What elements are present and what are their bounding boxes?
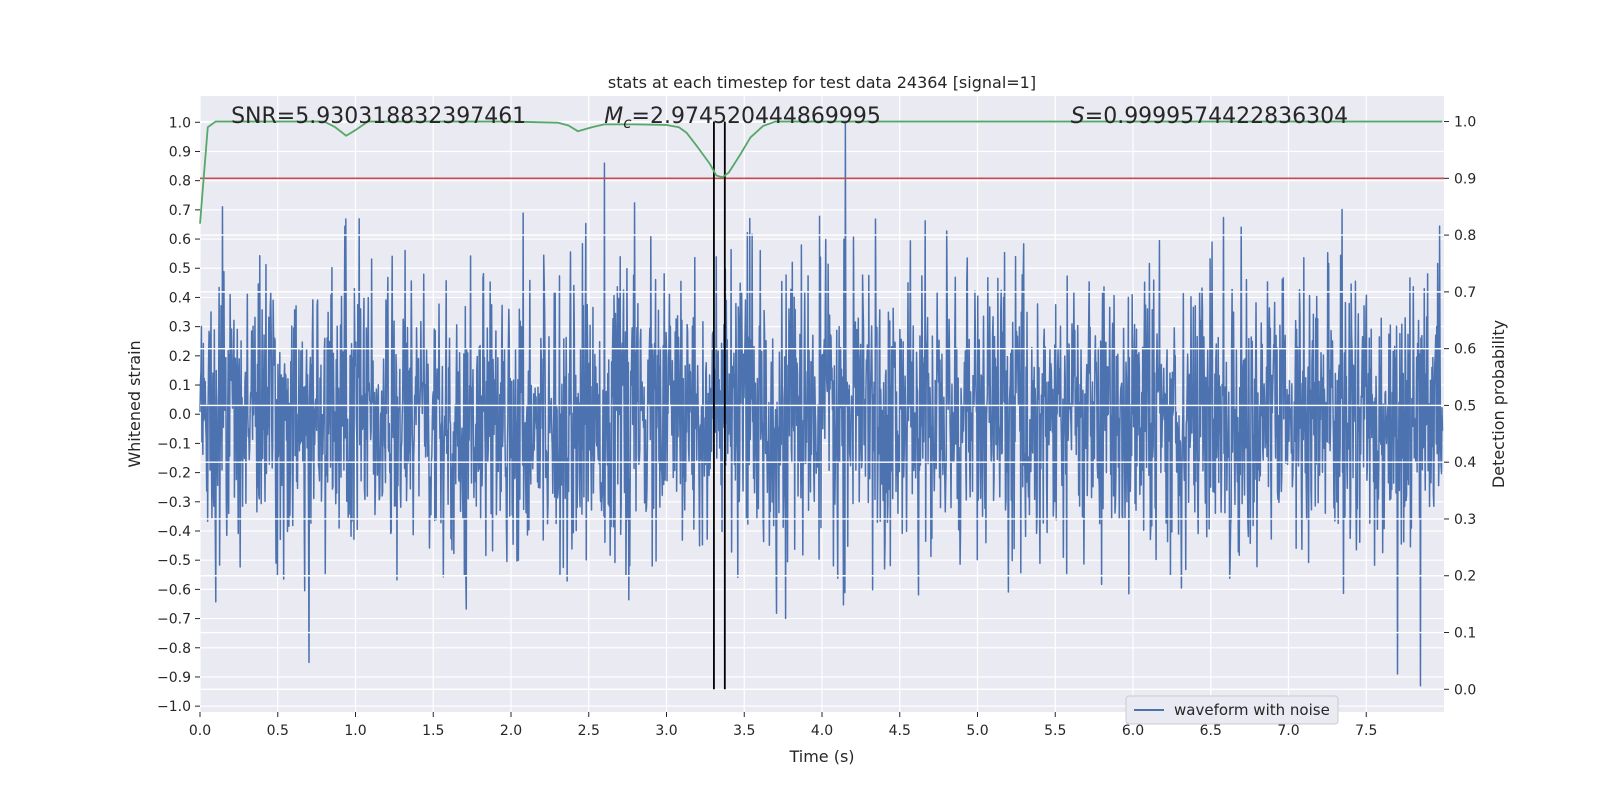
chirp-mass-annotation: Mc=2.974520444869995 <box>604 104 881 132</box>
y-tick-label-right: 0.1 <box>1454 626 1476 642</box>
y-tick-label-right: 0.5 <box>1454 398 1476 414</box>
y-tick-label-right: 0.2 <box>1454 569 1476 585</box>
y-tick-label-left: 0.1 <box>169 378 191 394</box>
y-tick-label-left: −0.7 <box>157 612 191 628</box>
waveform-series <box>199 121 1444 687</box>
y-tick-label-left: −0.4 <box>157 524 191 540</box>
right-axis-label: Detection probability <box>1489 320 1508 488</box>
y-tick-label-left: 0.7 <box>169 203 191 219</box>
y-tick-label-left: 0.8 <box>169 174 191 190</box>
y-tick-label-left: 0.3 <box>169 320 191 336</box>
score-symbol: S <box>1071 104 1085 129</box>
y-tick-label-right: 0.7 <box>1454 285 1476 301</box>
y-tick-label-right: 0.0 <box>1454 682 1476 698</box>
legend-box <box>1125 695 1339 725</box>
x-tick-label: 5.0 <box>966 723 988 739</box>
x-tick-label: 7.5 <box>1355 723 1377 739</box>
x-tick-label: 3.0 <box>655 723 677 739</box>
y-tick-label-left: 0.2 <box>169 349 191 365</box>
y-tick-label-right: 1.0 <box>1454 115 1476 131</box>
legend: waveform with noise <box>1125 695 1339 725</box>
x-tick-label: 6.5 <box>1200 723 1222 739</box>
y-tick-label-left: −0.1 <box>157 436 191 452</box>
y-tick-label-left: −0.2 <box>157 466 191 482</box>
y-tick-label-right: 0.9 <box>1454 171 1476 187</box>
y-tick-label-left: −0.3 <box>157 495 191 511</box>
chart-title: stats at each timestep for test data 243… <box>608 73 1036 92</box>
y-tick-label-left: 0.0 <box>169 407 191 423</box>
x-axis-ticks: 0.0 0.5 1.0 1.5 2.0 2.5 3.0 3.5 4.0 4.5 5.0 5.5 6.0 6… <box>189 712 1377 739</box>
x-tick-label: 2.0 <box>500 723 522 739</box>
x-tick-label: 0.5 <box>267 723 289 739</box>
y-tick-label-left: 1.0 <box>169 115 191 131</box>
y-tick-label-left: −0.5 <box>157 553 191 569</box>
y-tick-label-left: 0.9 <box>169 144 191 160</box>
y-tick-label-right: 0.4 <box>1454 455 1476 471</box>
legend-label-waveform: waveform with noise <box>1174 701 1330 719</box>
y-tick-label-right: 0.6 <box>1454 342 1476 358</box>
x-tick-label: 0.0 <box>189 723 211 739</box>
y-tick-label-left: 0.4 <box>169 290 191 306</box>
y-tick-label-left: 0.5 <box>169 261 191 277</box>
y-tick-label-left: −0.9 <box>157 670 191 686</box>
y-tick-label-right: 0.3 <box>1454 512 1476 528</box>
waveform-line <box>199 121 1444 687</box>
detection-probability-line <box>199 120 1443 224</box>
right-axis-ticks: 1.0 0.9 0.8 0.7 0.6 0.5 0.4 0.3 0.2 0.1 0.0 <box>1444 115 1476 698</box>
x-tick-label: 2.5 <box>578 723 600 739</box>
score-annotation: S=0.9999574422836304 <box>1071 104 1348 129</box>
y-tick-label-right: 0.8 <box>1454 228 1476 244</box>
x-tick-label: 1.5 <box>422 723 444 739</box>
chirp-mass-subscript: c <box>623 114 632 132</box>
chirp-mass-symbol: M <box>604 104 623 129</box>
y-tick-label-left: 0.6 <box>169 232 191 248</box>
x-tick-label: 4.0 <box>811 723 833 739</box>
score-value: =0.9999574422836304 <box>1085 104 1348 129</box>
x-tick-label: 5.5 <box>1044 723 1066 739</box>
x-axis-label: Time (s) <box>788 747 854 766</box>
x-tick-label: 6.0 <box>1122 723 1144 739</box>
x-tick-label: 7.0 <box>1277 723 1299 739</box>
x-tick-label: 1.0 <box>344 723 366 739</box>
snr-annotation: SNR=5.930318832397461 <box>231 104 526 129</box>
x-tick-label: 3.5 <box>733 723 755 739</box>
overlay-lines <box>199 120 1444 690</box>
left-axis-label: Whitened strain <box>125 340 144 467</box>
x-tick-label: 4.5 <box>889 723 911 739</box>
y-tick-label-left: −0.8 <box>157 641 191 657</box>
left-axis-ticks: 1.0 0.9 0.8 0.7 0.6 0.5 0.4 0.3 0.2 0.1 0.0 −0.1 −0.… <box>157 115 200 715</box>
y-tick-label-left: −1.0 <box>157 699 191 715</box>
y-tick-label-left: −0.6 <box>157 582 191 598</box>
chirp-mass-value: =2.974520444869995 <box>632 104 881 129</box>
